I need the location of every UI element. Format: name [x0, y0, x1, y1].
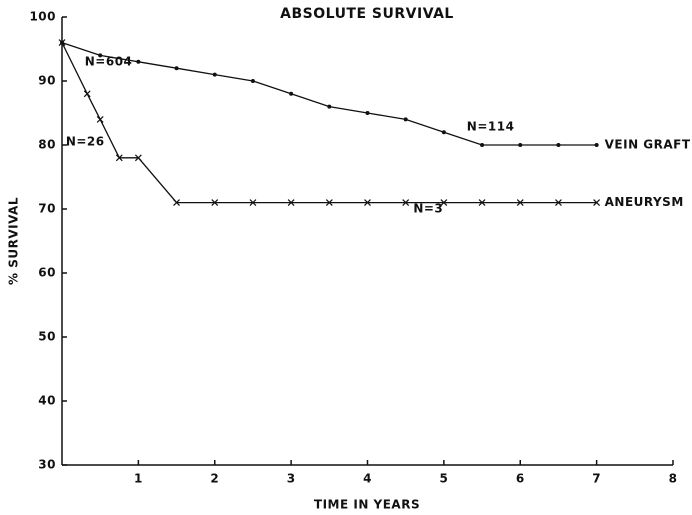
point [325, 199, 333, 207]
y-tick-label: 100 [29, 10, 56, 24]
x-tick-label: 5 [439, 472, 448, 486]
y-tick-label: 80 [38, 138, 56, 152]
chart-title: ABSOLUTE SURVIVAL [280, 6, 454, 22]
y-tick-label: 30 [38, 458, 56, 472]
point [593, 199, 601, 207]
point [327, 104, 332, 109]
series-label: VEIN GRAFT [605, 138, 691, 152]
point [364, 199, 371, 207]
point [174, 66, 179, 71]
x-tick-label: 2 [210, 472, 219, 486]
point [115, 154, 123, 162]
point [212, 72, 217, 77]
point [249, 199, 257, 207]
point [516, 199, 524, 207]
point [555, 199, 562, 207]
point [289, 91, 294, 96]
point [556, 143, 561, 147]
y-tick-label: 60 [38, 266, 56, 280]
point [440, 199, 448, 207]
point [250, 79, 255, 83]
y-axis-label: % SURVIVAL [7, 197, 21, 285]
annotation: N=604 [85, 54, 133, 68]
point [478, 199, 486, 207]
point [365, 111, 370, 115]
y-tick-label: 70 [38, 202, 56, 216]
point [211, 199, 219, 207]
point [480, 143, 485, 147]
x-tick-label: 4 [363, 472, 372, 486]
annotation: N=3 [413, 202, 443, 216]
point [83, 90, 91, 98]
y-tick-label: 90 [38, 74, 56, 88]
point [173, 199, 180, 207]
x-tick-label: 3 [287, 472, 296, 486]
point [594, 143, 599, 147]
point [287, 199, 295, 207]
point [441, 130, 446, 135]
point [96, 115, 104, 123]
x-tick-label: 1 [134, 472, 143, 486]
point [58, 39, 66, 47]
point [98, 53, 103, 58]
series-label: ANEURYSM [605, 195, 684, 209]
series-line [61, 42, 597, 204]
y-tick-label: 40 [38, 394, 56, 408]
x-axis-label: TIME IN YEARS [314, 498, 420, 512]
y-tick-label: 50 [38, 330, 56, 344]
x-tick-label: 6 [516, 472, 525, 486]
annotation: N=26 [66, 134, 105, 148]
x-tick-label: 7 [592, 472, 601, 486]
point [402, 199, 410, 207]
x-tick-label: 8 [669, 472, 678, 486]
point [134, 154, 142, 162]
point [136, 59, 141, 64]
point [518, 143, 523, 147]
point [403, 117, 408, 122]
series-line [61, 41, 597, 146]
annotation: N=114 [467, 120, 515, 134]
